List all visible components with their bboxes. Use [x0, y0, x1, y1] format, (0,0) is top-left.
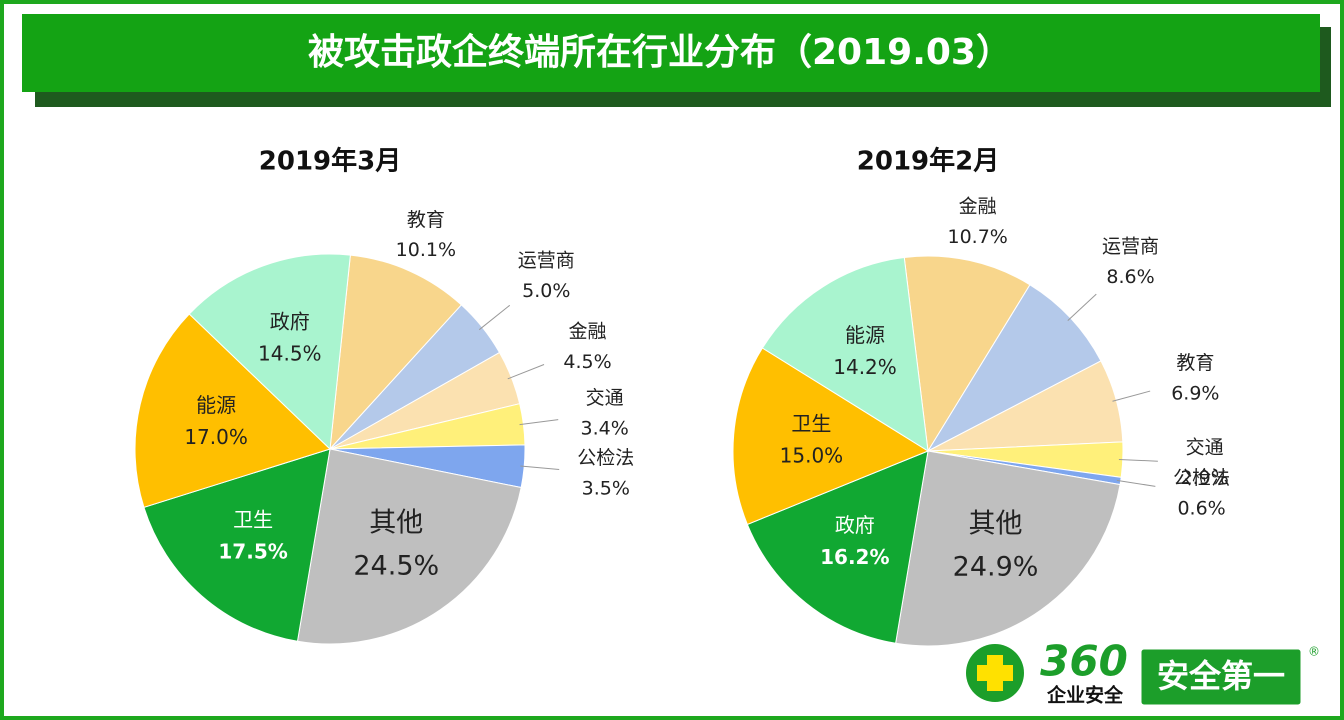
logo-slogan-box: [1138, 646, 1304, 708]
value-label: 10.7%: [948, 226, 1008, 248]
category-label: 交通: [1186, 437, 1224, 459]
value-label: 6.9%: [1171, 383, 1219, 405]
value-label: 24.5%: [353, 551, 439, 582]
category-label: 能源: [196, 393, 236, 417]
pie-slice: [188, 253, 351, 451]
pie-slice: [761, 256, 929, 452]
chart-title: 2019年3月: [259, 146, 401, 177]
pie-slice: [895, 450, 1121, 647]
logo-plus: [977, 665, 1013, 681]
value-label: 8.6%: [1106, 266, 1154, 288]
value-label: 14.2%: [833, 355, 897, 379]
value-label: 16.2%: [820, 545, 889, 569]
leader-line: [1112, 390, 1151, 402]
value-label: 17.0%: [184, 425, 248, 449]
leader-line: [520, 465, 560, 470]
pie-slice: [134, 313, 331, 508]
chart-title: 2019年2月: [857, 146, 999, 177]
category-label: 公检法: [1173, 467, 1230, 489]
category-label: 其他: [969, 508, 1023, 539]
category-label: 政府: [270, 310, 310, 334]
pie-slice: [143, 448, 331, 642]
category-label: 运营商: [1102, 235, 1159, 257]
category-label: 公检法: [577, 447, 634, 469]
pie-slice: [903, 255, 1031, 453]
category-label: 政府: [835, 513, 875, 537]
value-label: 24.9%: [953, 552, 1039, 583]
logo: 360 企业安全 安全第一 ®: [966, 637, 1320, 708]
category-label: 金融: [569, 321, 607, 343]
logo-slogan: 安全第一: [1157, 657, 1285, 695]
logo-sub: 企业安全: [1046, 684, 1124, 707]
category-label: 金融: [959, 196, 997, 218]
category-label: 运营商: [518, 249, 575, 271]
category-label: 交通: [586, 387, 624, 409]
page-title: 被攻击政企终端所在行业分布（2019.03）: [308, 31, 1012, 73]
value-label: 14.5%: [258, 342, 322, 366]
category-label: 能源: [845, 323, 885, 347]
pie-slice: [746, 450, 929, 644]
leader-line: [1067, 293, 1097, 322]
title-banner: [22, 14, 1320, 92]
logo-brand: 360: [1040, 637, 1128, 686]
value-label: 15.0%: [780, 444, 844, 468]
leader-line: [507, 364, 545, 380]
pie-slice: [329, 254, 463, 451]
category-label: 卫生: [233, 508, 273, 532]
value-label: 3.5%: [582, 477, 630, 499]
leader-line: [1118, 458, 1158, 462]
value-label: 5.0%: [522, 280, 570, 302]
value-label: 2.9%: [1180, 467, 1228, 489]
category-label: 卫生: [791, 412, 831, 436]
leader-line: [1116, 479, 1156, 487]
leader-line: [478, 304, 511, 331]
pie-slice: [732, 347, 930, 526]
pie-slice: [296, 448, 522, 645]
category-label: 其他: [369, 507, 423, 538]
value-label: 17.5%: [218, 540, 287, 564]
category-label: 教育: [1176, 352, 1214, 374]
value-label: 4.5%: [563, 351, 611, 373]
value-label: 10.1%: [396, 239, 456, 261]
value-label: 0.6%: [1177, 497, 1225, 519]
leader-line: [519, 419, 559, 426]
category-label: 教育: [407, 209, 445, 231]
value-label: 3.4%: [581, 417, 629, 439]
logo-mark: ®: [1308, 645, 1320, 659]
